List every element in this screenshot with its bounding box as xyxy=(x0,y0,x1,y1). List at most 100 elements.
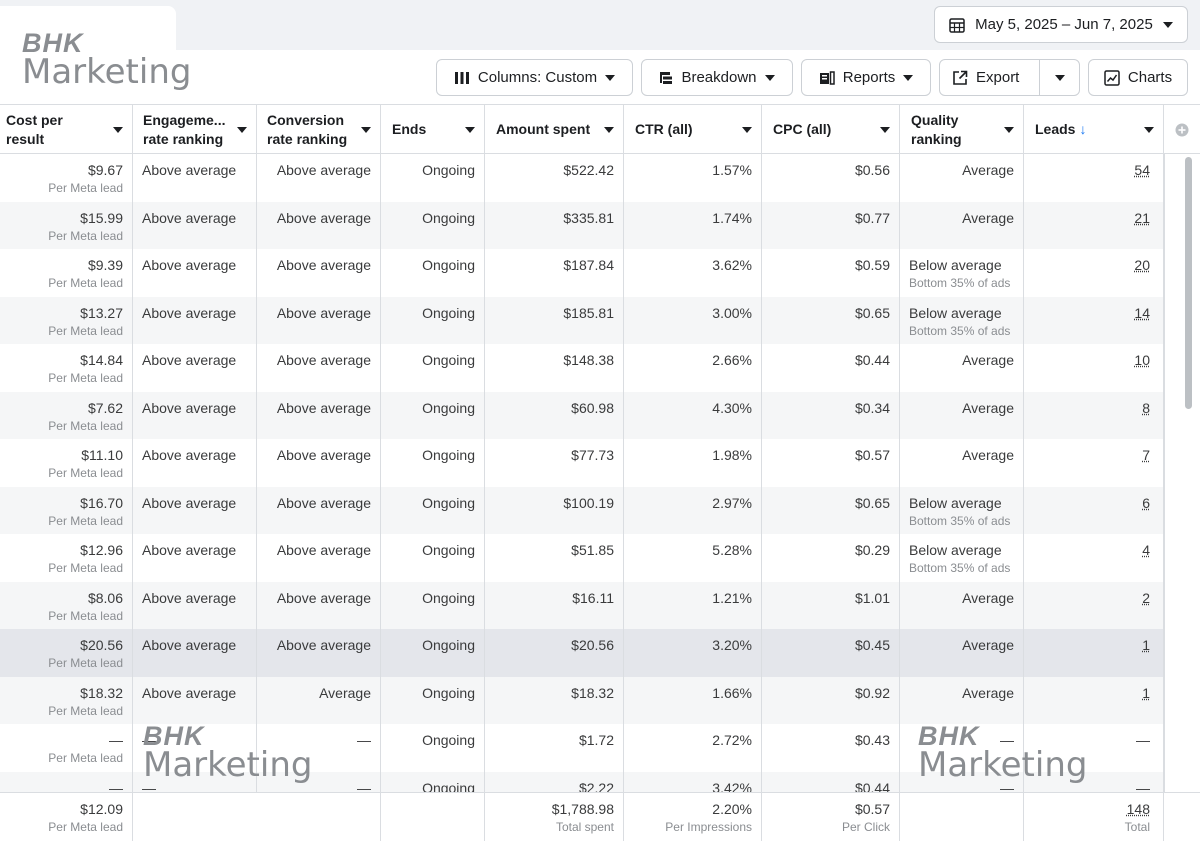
cell-value: Below average xyxy=(909,257,1002,273)
cell-ctr: 3.62% xyxy=(624,249,762,297)
chevron-down-icon[interactable] xyxy=(1144,127,1154,133)
table-row[interactable]: $18.32 Per Meta lead Above average Average O… xyxy=(0,676,1164,724)
table-row[interactable]: — Per Meta lead — — Ongoing $1.72 2.72% $0.43 — — xyxy=(0,724,1164,772)
export-button[interactable]: Export xyxy=(939,59,1080,96)
table-row[interactable]: $12.96 Per Meta lead Above average Above av… xyxy=(0,534,1164,582)
chevron-down-icon[interactable] xyxy=(742,127,752,133)
cell-value: 2 xyxy=(1142,589,1150,606)
cell-amount-spent: $20.56 xyxy=(485,629,624,677)
breakdown-button[interactable]: Breakdown xyxy=(641,59,793,96)
cell-leads[interactable]: 21 xyxy=(1024,201,1164,249)
cell-value: 1 xyxy=(1142,637,1150,653)
scrollbar-track[interactable] xyxy=(1164,154,1200,792)
table-row[interactable]: $9.39 Per Meta lead Above average Above ave… xyxy=(0,249,1164,297)
cell-amount-spent: $148.38 xyxy=(485,344,624,392)
cell-value: 1 xyxy=(1142,684,1150,701)
cell-leads[interactable]: 54 xyxy=(1024,154,1164,202)
col-header-cost-per-result[interactable]: Cost per result xyxy=(0,105,133,154)
chevron-down-icon[interactable] xyxy=(465,127,475,133)
table-row[interactable]: $16.70 Per Meta lead Above average Above av… xyxy=(0,486,1164,534)
total-ctr: 2.20% Per Impressions xyxy=(624,793,762,841)
cell-value: 1.21% xyxy=(712,589,752,606)
cell-value: $187.84 xyxy=(563,257,614,273)
add-column-button[interactable] xyxy=(1164,105,1200,154)
chevron-down-icon[interactable] xyxy=(237,127,247,133)
scrollbar-thumb[interactable] xyxy=(1185,157,1192,409)
cell-conversion-ranking: Above average xyxy=(257,534,381,582)
total-empty xyxy=(900,793,1024,841)
cell-leads[interactable]: 1 xyxy=(1024,629,1164,677)
cell-value: — xyxy=(142,779,156,796)
table-row[interactable]: $8.06 Per Meta lead Above average Above ave… xyxy=(0,581,1164,629)
export-divider xyxy=(1039,60,1040,95)
cell-value: $0.43 xyxy=(854,732,890,748)
cell-amount-spent: $522.42 xyxy=(485,154,624,202)
total-value: $1,788.98 xyxy=(551,801,614,817)
table-row[interactable]: $13.27 Per Meta lead Above average Above av… xyxy=(0,296,1164,344)
table-row[interactable]: $14.84 Per Meta lead Above average Above av… xyxy=(0,344,1164,392)
chevron-down-icon[interactable] xyxy=(880,127,890,133)
cell-leads[interactable]: — xyxy=(1024,724,1164,772)
cell-cost-per-result: $9.39 Per Meta lead xyxy=(0,249,133,297)
columns-button[interactable]: Columns: Custom xyxy=(436,59,633,96)
cell-leads[interactable]: 14 xyxy=(1024,296,1164,344)
cell-leads[interactable]: 1 xyxy=(1024,676,1164,724)
cell-value: Above average xyxy=(276,494,371,511)
cell-leads[interactable]: 7 xyxy=(1024,439,1164,487)
col-header-ends[interactable]: Ends xyxy=(381,105,485,154)
cell-leads[interactable]: 4 xyxy=(1024,534,1164,582)
cell-sublabel: Per Meta lead xyxy=(48,418,123,433)
total-value: $0.57 xyxy=(854,801,890,817)
total-value[interactable]: 148 xyxy=(1126,801,1150,817)
cell-sublabel: Bottom 35% of ads xyxy=(909,323,1011,338)
table-row[interactable]: $9.67 Per Meta lead Above average Above ave… xyxy=(0,154,1164,202)
date-range-picker[interactable]: May 5, 2025 – Jun 7, 2025 xyxy=(934,6,1188,43)
col-header-ctr[interactable]: CTR (all) xyxy=(624,105,762,154)
cell-conversion-ranking: Above average xyxy=(257,249,381,297)
cell-value: Average xyxy=(962,447,1014,463)
col-header-conversion-ranking[interactable]: Conversion rate ranking xyxy=(257,105,381,154)
cell-quality-ranking: Average xyxy=(900,581,1024,629)
table-row[interactable]: $7.62 Per Meta lead Above average Above ave… xyxy=(0,391,1164,439)
logo-tab xyxy=(0,6,176,98)
cell-value: 10 xyxy=(1134,352,1150,368)
add-circle-icon xyxy=(1175,123,1189,136)
col-header-leads[interactable]: Leads ↓ xyxy=(1024,105,1164,154)
chevron-down-icon[interactable] xyxy=(113,127,123,133)
cell-value: — xyxy=(1136,779,1150,796)
cell-leads[interactable]: 8 xyxy=(1024,391,1164,439)
cell-leads[interactable]: 10 xyxy=(1024,344,1164,392)
table-row[interactable]: $11.10 Per Meta lead Above average Above av… xyxy=(0,439,1164,487)
export-dropdown-icon[interactable] xyxy=(1055,75,1065,81)
col-header-label: Leads xyxy=(1035,121,1076,137)
cell-value: $0.65 xyxy=(854,494,890,511)
cell-leads[interactable]: 2 xyxy=(1024,581,1164,629)
col-header-quality-ranking[interactable]: Quality ranking xyxy=(900,105,1024,154)
chevron-down-icon[interactable] xyxy=(361,127,371,133)
cell-value: Above average xyxy=(142,637,237,653)
reports-button[interactable]: Reports xyxy=(801,59,931,96)
cell-cpc: $0.57 xyxy=(762,439,900,487)
chevron-down-icon[interactable] xyxy=(604,127,614,133)
table-row[interactable]: $20.56 Per Meta lead Above average Above av… xyxy=(0,629,1164,677)
cell-value: $18.32 xyxy=(571,684,614,701)
cell-value: Above average xyxy=(276,637,371,653)
cell-amount-spent: $60.98 xyxy=(485,391,624,439)
cell-leads[interactable]: 6 xyxy=(1024,486,1164,534)
cell-leads[interactable]: 20 xyxy=(1024,249,1164,297)
cell-sublabel: Per Meta lead xyxy=(48,561,123,575)
cell-value: — xyxy=(109,732,123,748)
table-row[interactable]: $15.99 Per Meta lead Above average Above av… xyxy=(0,201,1164,249)
col-header-engagement-ranking[interactable]: Engageme... rate ranking xyxy=(133,105,257,154)
col-header-cpc[interactable]: CPC (all) xyxy=(762,105,900,154)
col-header-amount-spent[interactable]: Amount spent xyxy=(485,105,624,154)
cell-value: Average xyxy=(962,162,1014,178)
chevron-down-icon[interactable] xyxy=(1004,127,1014,133)
cell-cpc: $0.45 xyxy=(762,629,900,677)
cell-cpc: $0.59 xyxy=(762,249,900,297)
cell-value: $9.67 xyxy=(87,162,123,178)
cell-value: — xyxy=(1136,732,1150,748)
charts-button[interactable]: Charts xyxy=(1088,59,1188,96)
cell-ctr: 2.72% xyxy=(624,724,762,772)
cell-value: $13.27 xyxy=(80,304,123,321)
